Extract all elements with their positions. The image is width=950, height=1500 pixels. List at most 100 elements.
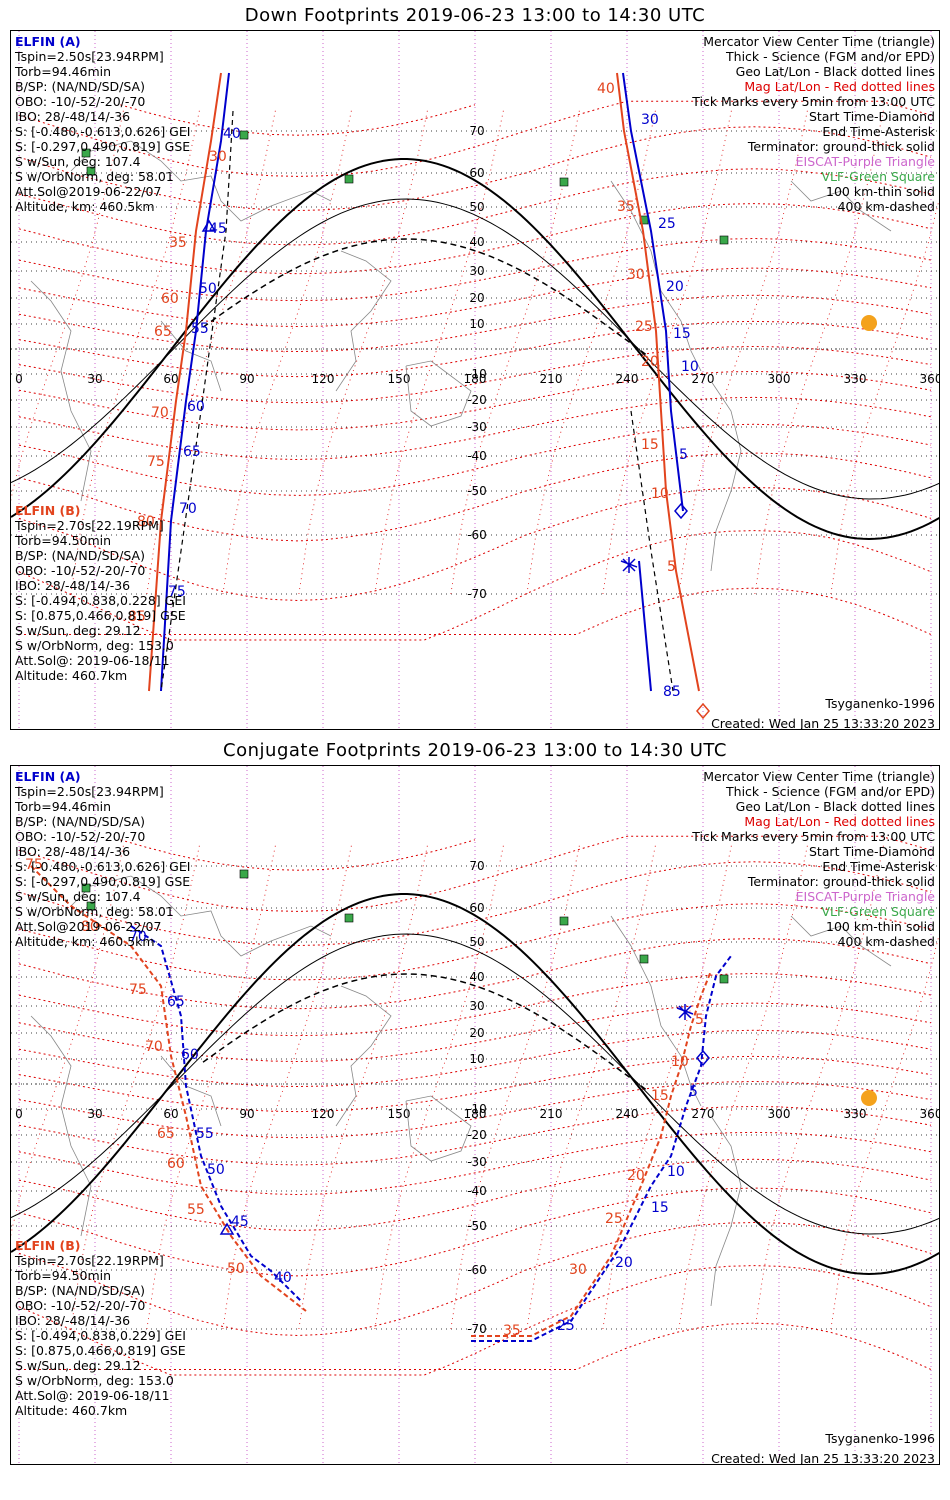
lat-tick-label: -40 [467,1184,487,1198]
elfin-b-tick-label: 5 [667,559,676,575]
mag-parallel [18,267,932,328]
coastline [405,360,472,427]
mag-parallel [18,1158,932,1231]
elfin-a-tick-label: 5 [679,447,688,463]
elfin-b-tick-label: 60 [161,291,179,307]
start-diamond-icon [696,1049,710,1067]
legend-item: Mag Lat/Lon - Red dotted lines [744,79,935,94]
info-line: Att.Sol@2019-06-22/07 [15,184,162,199]
info-line: IBO: 28/-48/14/-36 [15,109,131,124]
legend-item: EISCAT-Purple Triangle [795,889,935,904]
elfin-b-tick-label: 35 [617,199,635,215]
lat-tick-label: -40 [467,449,487,463]
lon-tick-label: 210 [540,1107,563,1121]
lon-tick-label: 360 [920,1107,940,1121]
mag-meridian [11,109,124,502]
lat-tick-label: 20 [469,1026,484,1040]
mag-parallel [18,835,932,912]
elfin-a-tick-label: 30 [641,112,659,128]
lon-tick-label: 30 [87,372,102,386]
coastline [790,915,892,967]
info-line: S w/OrbNorm, deg: 58.01 [15,904,174,919]
legend-item: Thick - Science (FGM and/or EPD) [726,49,935,64]
mag-parallel [18,126,932,212]
elfin-a-tick-label: 70 [179,501,197,517]
lat-tick-label: -50 [467,484,487,498]
lat-tick-label: 10 [469,1052,484,1066]
elfin-b-tick-label: 65 [157,1126,175,1142]
model-label: Tsyganenko-1996 [825,1431,935,1446]
legend-item: 100 km-thin solid [826,184,935,199]
lat-tick-label: -60 [467,1263,487,1277]
lon-tick-label: 120 [312,372,335,386]
elfin-b-tick-label: 35 [169,235,187,251]
elfin-a-info: ELFIN (A) Tspin=2.50s[23.94RPM] Torb=94.4… [15,34,190,214]
lat-tick-label: -70 [467,1322,487,1336]
mag-meridian [830,199,939,595]
lat-tick-label: -30 [467,1155,487,1169]
elfin-a-tick-label: 40 [223,126,241,142]
mag-parallel [18,861,932,947]
info-line: B/SP: (NA/ND/SD/SA) [15,548,145,563]
elfin-b-tick-label: 75 [129,982,147,998]
mag-parallel [18,1131,932,1196]
elfin-a-track-east-end [638,560,652,692]
coastline [710,380,742,572]
elfin-a-tick-label: 15 [673,326,691,342]
mag-meridian [678,844,808,1330]
info-line: Altitude: 460.7km [15,1403,128,1418]
lon-tick-label: 0 [15,1107,23,1121]
elfin-b-tick-label: 25 [605,1211,623,1227]
elfin-b-tick-label: 85 [128,609,146,625]
elfin-b-tick-label: 75 [147,454,165,470]
legend-item: VLF-Green Square [821,904,935,919]
map-frame-down: 0 30 60 90 120 150 180 210 240 270 300 330 360 70 60 50… [10,30,940,730]
elfin-b-track-west [30,865,307,1312]
info-line: Torb=94.50min [15,1268,112,1283]
vlf-station-icon [239,130,249,140]
mag-parallel [18,294,932,353]
elfin-a-track-west [160,72,230,692]
mag-meridian [222,844,352,1330]
info-line: Altitude, km: 460.5km [15,934,155,949]
mag-meridian [450,844,580,1330]
coastline [160,1055,222,1127]
legend-item: Tick Marks every 5min from 13:00 UTC [692,94,935,109]
mag-parallel [18,1029,932,1088]
lat-tick-label: 70 [469,124,484,138]
lat-tick-label: 60 [469,166,484,180]
elfin-a-lines: Tspin=2.50s[23.94RPM] Torb=94.46min B/SP: … [15,49,190,214]
lon-tick-label: 180 [464,1107,487,1121]
info-line: OBO: -10/-52/-20/-70 [15,563,146,578]
elfin-a-tick-label: 85 [663,684,681,700]
info-line: OBO: -10/-52/-20/-70 [15,829,146,844]
vlf-station-icon [81,148,91,158]
elfin-a-tick-label: 25 [658,216,676,232]
mag-parallel [18,972,932,1037]
vlf-station-icon [239,869,249,879]
legend-item: End Time-Asterisk [822,124,935,139]
lat-tick-label: -30 [467,420,487,434]
legend-item: EISCAT-Purple Triangle [795,154,935,169]
mag-meridian [450,109,580,595]
mag-meridian [678,109,808,595]
elfin-b-tick-label: 30 [209,149,227,165]
info-line: Tspin=2.50s[23.94RPM] [15,784,164,799]
mag-meridian [830,934,939,1330]
coastline [335,985,392,1127]
info-line: Tspin=2.70s[22.19RPM] [15,518,164,533]
elfin-b-tick-label: 15 [651,1088,669,1104]
info-line: Torb=94.50min [15,533,112,548]
elfin-b-tick-label: 80 [137,514,155,530]
lon-tick-label: 0 [15,372,23,386]
elfin-a-tick-label: 60 [187,399,205,415]
lat-tick-label: 40 [469,235,484,249]
start-diamond-icon [696,702,710,720]
info-line: S: [-0.480,-0.613,0.626] GEI [15,859,191,874]
elfin-b-header: ELFIN (B) [15,503,81,518]
elfin-b-tick-label: 75 [25,857,43,873]
legend-item: End Time-Asterisk [822,859,935,874]
elfin-b-info: ELFIN (B) Tspin=2.70s[22.19RPM] Torb=94.5… [15,503,186,683]
info-line: S w/OrbNorm, deg: 153.0 [15,1373,174,1388]
elfin-a-header: ELFIN (A) [15,769,81,784]
